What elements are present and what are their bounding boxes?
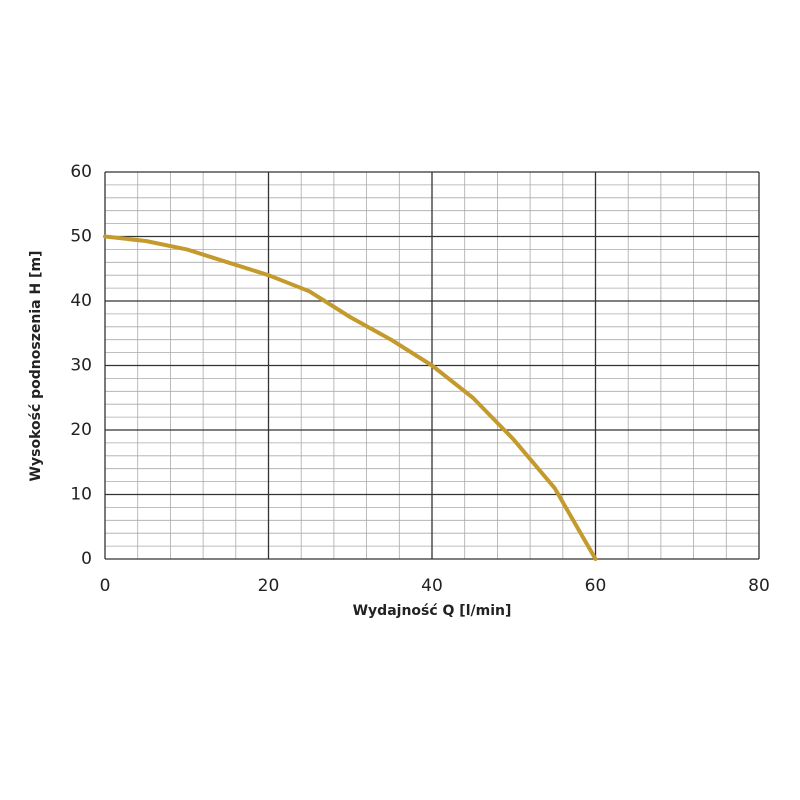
y-tick-label: 30 (70, 356, 92, 376)
curve (103, 234, 598, 561)
x-tick-label: 40 (421, 576, 443, 596)
x-tick-label: 0 (100, 576, 111, 596)
x-tick-label: 20 (258, 576, 280, 596)
y-axis-label: Wysokość podnoszenia H [m] (28, 251, 44, 482)
x-tick-label: 60 (585, 576, 607, 596)
y-tick-label: 50 (70, 227, 92, 247)
y-tick-label: 40 (70, 291, 92, 311)
y-tick-label: 20 (70, 420, 92, 440)
y-tick-label: 0 (81, 549, 92, 569)
y-tick-label: 60 (70, 162, 92, 182)
x-tick-label: 80 (748, 576, 770, 596)
x-axis-label: Wydajność Q [l/min] (353, 603, 512, 619)
y-tick-label: 10 (70, 485, 92, 505)
